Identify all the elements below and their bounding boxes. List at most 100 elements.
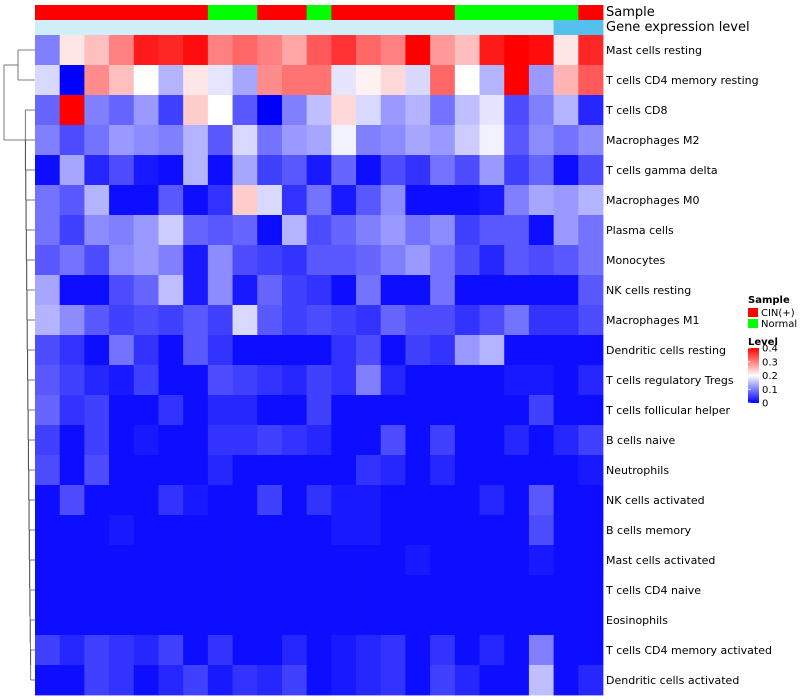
heatmap-cell: [59, 365, 85, 396]
heatmap-cell: [133, 35, 159, 66]
heatmap-cell: [306, 545, 332, 576]
heatmap-cell: [84, 155, 110, 186]
heatmap-cell: [380, 65, 406, 96]
heatmap-cell: [232, 125, 258, 156]
heatmap-cell: [430, 215, 456, 246]
heatmap-cell: [454, 35, 480, 66]
heatmap-cell: [183, 125, 209, 156]
row-label-t-cells-cd4-memory-resting: T cells CD4 memory resting: [605, 74, 759, 87]
heatmap-cell: [35, 125, 61, 156]
heatmap-cell: [356, 635, 382, 666]
heatmap-cell: [454, 515, 480, 546]
heatmap-cell: [578, 305, 604, 336]
heatmap-cell: [109, 395, 135, 426]
heatmap-cell: [133, 485, 159, 516]
sample-track-cell: [59, 5, 85, 20]
expression-track-cell: [158, 20, 184, 35]
expression-track-cell: [257, 20, 283, 35]
expression-track-cell: [331, 20, 357, 35]
heatmap-cell: [528, 335, 555, 366]
heatmap-cell: [257, 275, 283, 306]
heatmap-cell: [454, 305, 480, 336]
heatmap-cell: [528, 65, 555, 96]
heatmap-cell: [306, 35, 332, 66]
heatmap-cell: [59, 575, 85, 606]
heatmap-cell: [35, 605, 61, 636]
heatmap-cell: [553, 65, 579, 96]
heatmap-cell: [281, 95, 308, 126]
heatmap-cell: [578, 425, 604, 456]
heatmap-cell: [504, 245, 530, 276]
heatmap-cell: [59, 155, 85, 186]
heatmap-cell: [35, 155, 61, 186]
heatmap-cell: [257, 185, 283, 216]
heatmap-cell: [380, 485, 406, 516]
heatmap-cell: [356, 275, 382, 306]
row-label-nk-cells-activated: NK cells activated: [606, 494, 705, 507]
heatmap-cell: [84, 275, 110, 306]
heatmap-cell: [207, 335, 233, 366]
heatmap-cell: [331, 95, 357, 126]
heatmap-cell: [553, 665, 579, 696]
heatmap-cell: [232, 335, 258, 366]
heatmap-cell: [183, 635, 209, 666]
heatmap-cell: [133, 515, 159, 546]
heatmap-cell: [232, 35, 258, 66]
level-tick-label: 0.2: [762, 371, 778, 382]
heatmap-cell: [207, 95, 233, 126]
expression-track-cell: [133, 20, 159, 35]
heatmap-cell: [232, 395, 258, 426]
sample-track-cell: [133, 5, 159, 20]
heatmap-cell: [281, 395, 308, 426]
heatmap-cell: [504, 605, 530, 636]
heatmap-cell: [380, 35, 406, 66]
heatmap-cell: [158, 215, 184, 246]
heatmap-cell: [158, 515, 184, 546]
heatmap-cell: [553, 635, 579, 666]
expression-track-cell: [578, 20, 604, 35]
heatmap-cell: [553, 395, 579, 426]
heatmap-cell: [158, 245, 184, 276]
heatmap-cell: [59, 485, 85, 516]
heatmap-cell: [553, 215, 579, 246]
heatmap-cell: [207, 365, 233, 396]
sample-track-cell: [306, 5, 332, 20]
heatmap-cell: [35, 335, 61, 366]
legend-title-level: Level: [748, 337, 778, 348]
heatmap-cell: [109, 455, 135, 486]
sample-track-cell: [430, 5, 456, 20]
heatmap-cell: [430, 545, 456, 576]
row-label-t-cells-regulatory-tregs: T cells regulatory Tregs: [605, 374, 734, 387]
heatmap-cell: [430, 425, 456, 456]
heatmap-cell: [109, 425, 135, 456]
heatmap-cell: [306, 65, 332, 96]
heatmap-cell: [183, 395, 209, 426]
sample-track-cell: [35, 5, 61, 20]
heatmap-cell: [109, 545, 135, 576]
heatmap-cell: [109, 215, 135, 246]
heatmap-cell: [479, 275, 505, 306]
expression-track-cell: [35, 20, 61, 35]
heatmap-cell: [331, 635, 357, 666]
heatmap-cell: [232, 215, 258, 246]
heatmap-cell: [232, 455, 258, 486]
heatmap-cell: [35, 365, 61, 396]
heatmap-cell: [306, 275, 332, 306]
heatmap-cell: [133, 395, 159, 426]
heatmap-cell: [479, 665, 505, 696]
heatmap-cell: [35, 185, 61, 216]
heatmap-cell: [578, 365, 604, 396]
heatmap-cell: [528, 605, 555, 636]
heatmap-cell: [158, 455, 184, 486]
heatmap-cell: [306, 365, 332, 396]
sample-track-cell: [479, 5, 505, 20]
heatmap-cell: [528, 365, 555, 396]
heatmap-cell: [281, 425, 308, 456]
expression-track-cell: [356, 20, 382, 35]
heatmap-cell: [232, 245, 258, 276]
heatmap-cell: [479, 575, 505, 606]
row-label-dendritic-cells-resting: Dendritic cells resting: [606, 344, 726, 357]
heatmap-cell: [356, 575, 382, 606]
heatmap-cell: [183, 485, 209, 516]
